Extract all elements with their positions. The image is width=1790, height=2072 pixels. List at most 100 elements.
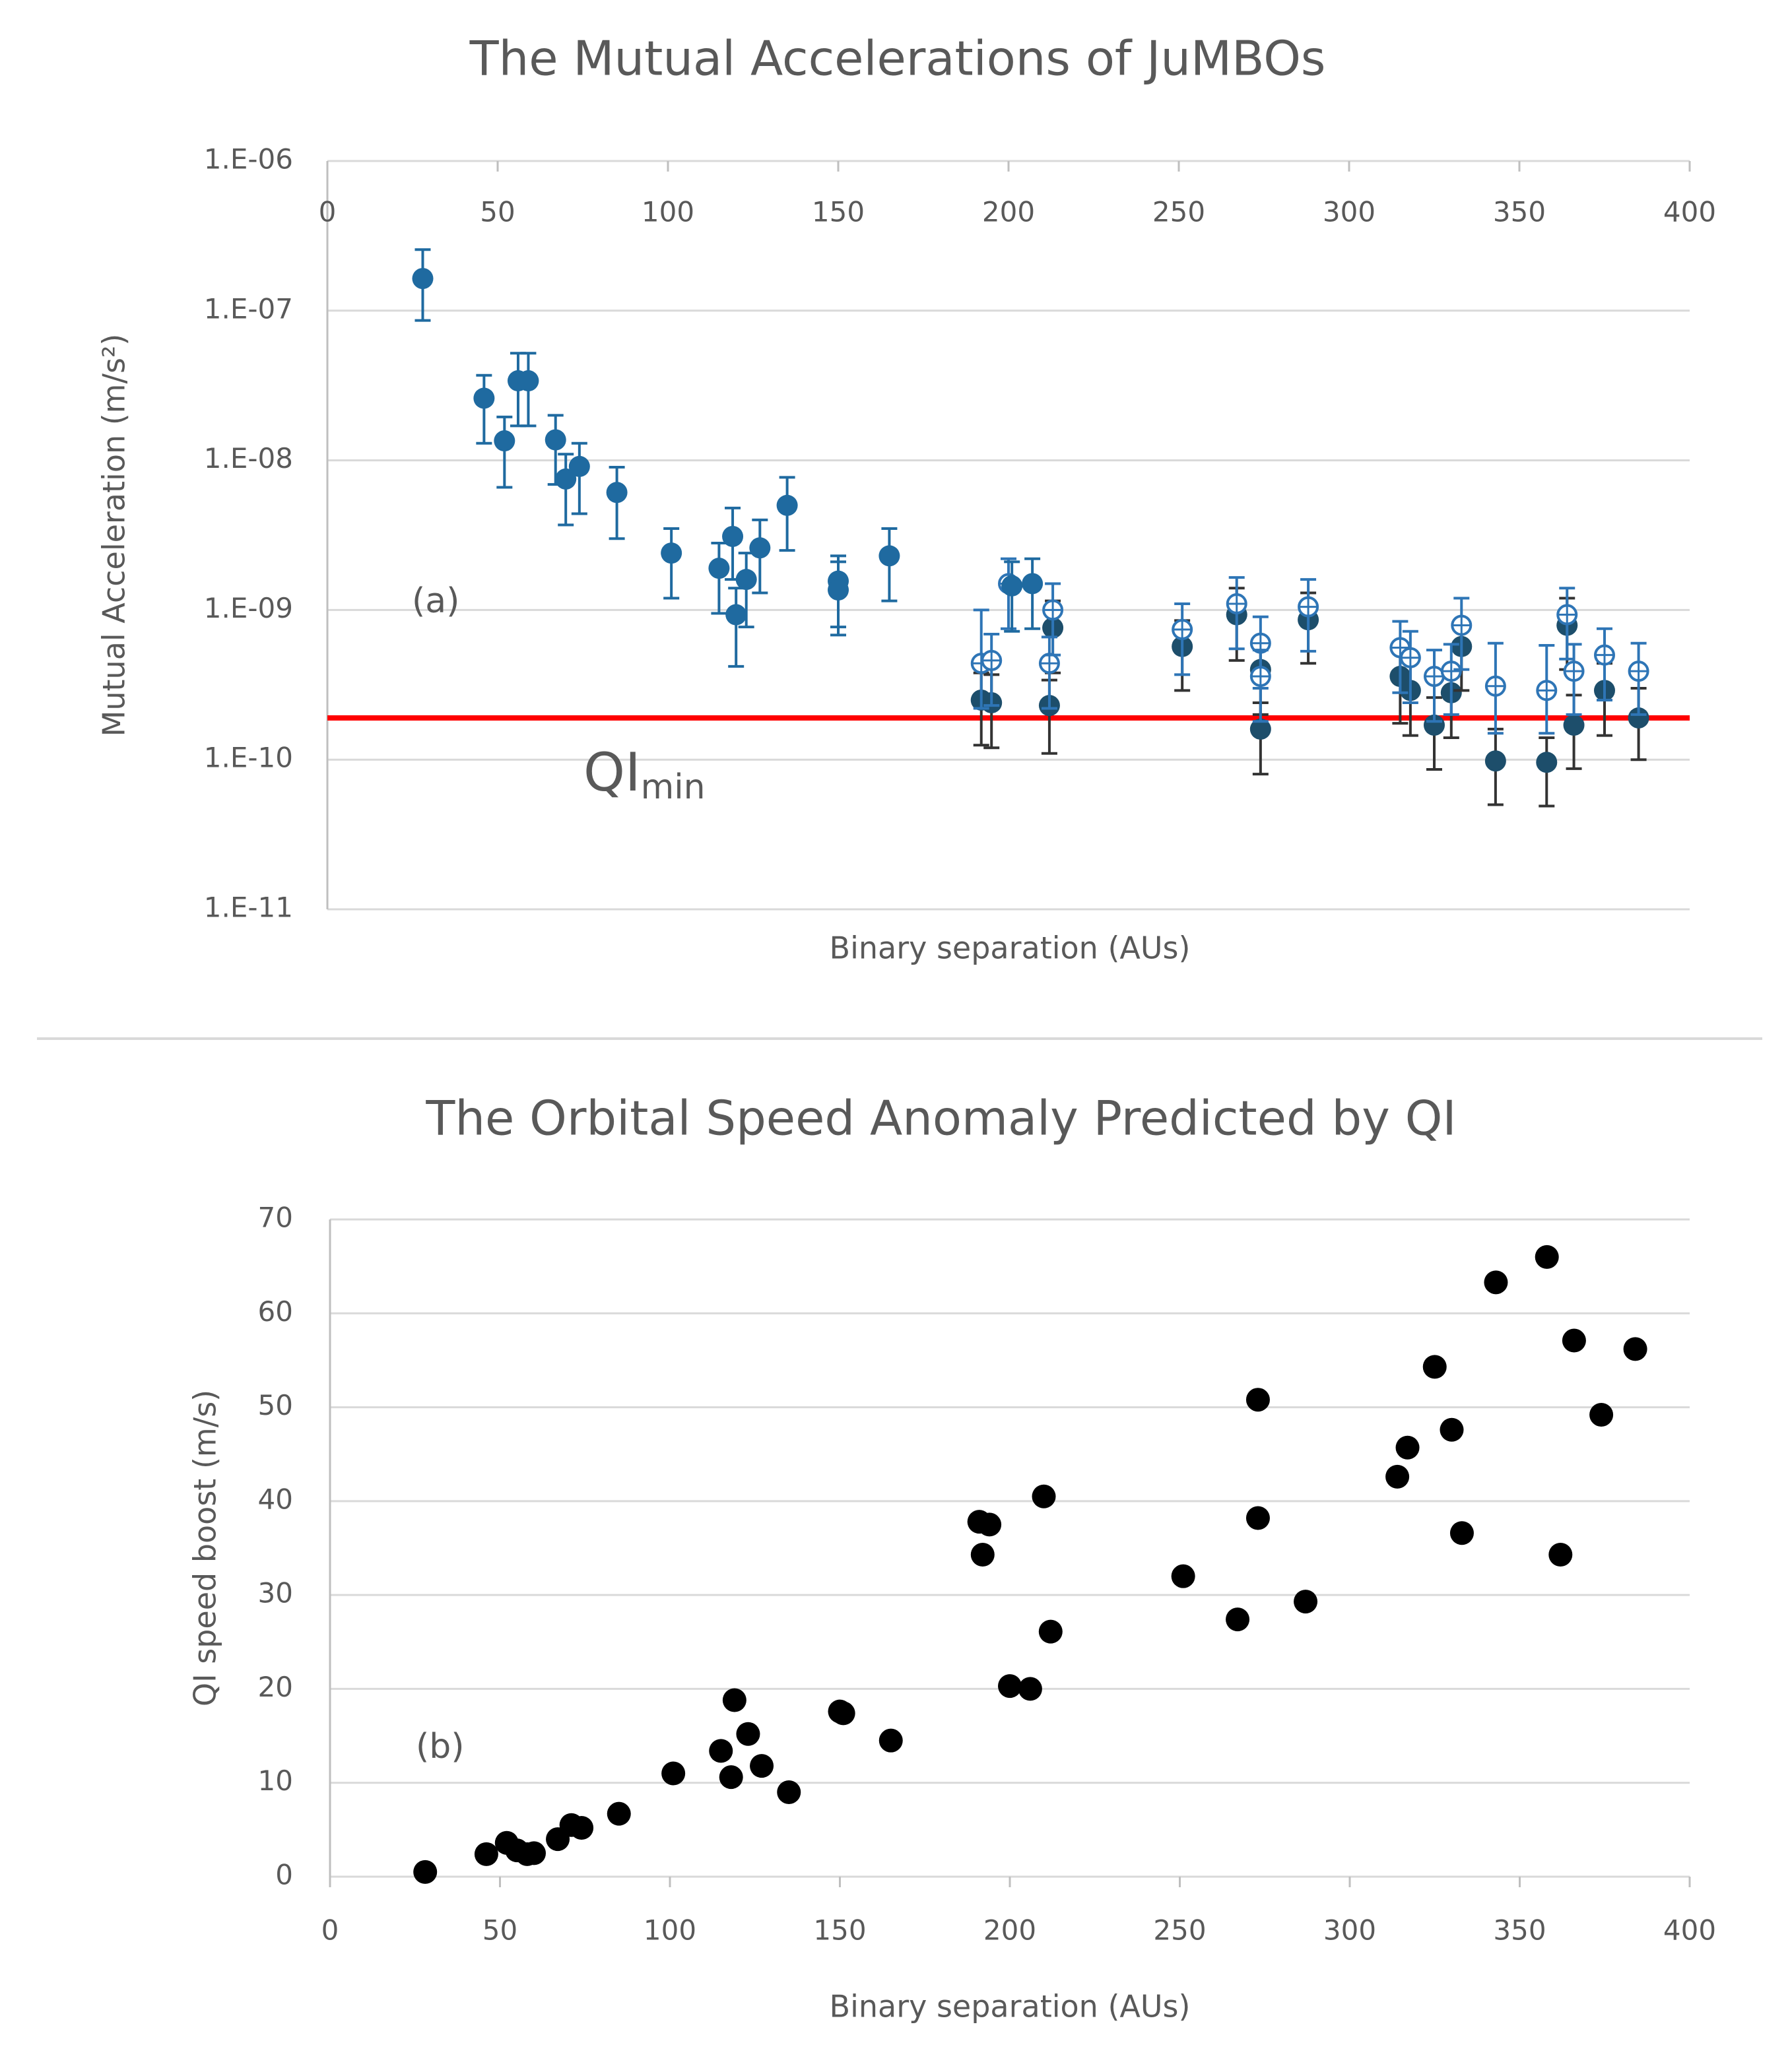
error-bar xyxy=(1004,560,1020,633)
x-tick-label: 50 xyxy=(482,1914,517,1947)
point xyxy=(1226,1607,1250,1632)
point xyxy=(1422,1355,1447,1379)
point xyxy=(878,545,900,567)
y-tick-label: 20 xyxy=(258,1671,293,1703)
chart-title: The Mutual Accelerations of JuMBOs xyxy=(469,31,1326,86)
point xyxy=(1395,1435,1420,1460)
point xyxy=(1556,604,1578,626)
point xyxy=(1594,644,1615,666)
x-tick-label: 400 xyxy=(1663,196,1716,228)
x-tick-label: 350 xyxy=(1493,1914,1546,1947)
point xyxy=(736,1722,760,1746)
y-tick-label: 40 xyxy=(258,1483,293,1515)
chart-title: The Orbital Speed Anomaly Predicted by Q… xyxy=(425,1091,1456,1146)
point xyxy=(725,604,747,626)
point xyxy=(661,1761,686,1786)
x-tick-label: 250 xyxy=(1152,196,1205,228)
point xyxy=(998,1674,1022,1699)
annotation-text: QI xyxy=(583,742,641,803)
point xyxy=(1385,1464,1410,1489)
point xyxy=(1535,1245,1559,1269)
point xyxy=(776,494,798,516)
x-tick-label: 300 xyxy=(1323,196,1376,228)
point xyxy=(719,1765,743,1790)
point xyxy=(878,1728,903,1753)
point xyxy=(970,1542,995,1567)
x-axis-label: Binary separation (AUs) xyxy=(830,930,1191,966)
point xyxy=(1440,1417,1464,1442)
error-bar xyxy=(476,373,492,445)
point xyxy=(607,1801,631,1826)
point xyxy=(1249,666,1271,688)
point xyxy=(1298,596,1319,618)
point xyxy=(708,558,730,579)
point xyxy=(1628,707,1649,728)
annotation-text: (b) xyxy=(416,1727,465,1766)
y-tick-label: 60 xyxy=(258,1295,293,1328)
point xyxy=(1018,1677,1042,1701)
point xyxy=(1022,573,1044,595)
point xyxy=(1245,1506,1270,1530)
point xyxy=(517,370,539,392)
x-tick-label: 0 xyxy=(321,1914,339,1947)
point xyxy=(709,1739,733,1763)
point xyxy=(1449,1521,1474,1545)
x-tick-label: 300 xyxy=(1323,1914,1376,1947)
y-axis-label: Mutual Acceleration (m/s²) xyxy=(96,334,132,737)
point xyxy=(568,455,590,477)
point xyxy=(1563,661,1585,682)
point xyxy=(606,482,628,503)
point xyxy=(978,1512,1002,1537)
point xyxy=(722,525,744,547)
point xyxy=(1589,1402,1614,1427)
point xyxy=(1249,718,1271,740)
point xyxy=(1226,593,1247,615)
x-tick-label: 400 xyxy=(1663,1914,1716,1947)
y-tick-label: 1.E-09 xyxy=(204,592,293,624)
point xyxy=(1440,661,1462,682)
point xyxy=(1172,619,1193,641)
point xyxy=(1424,714,1445,736)
annotation-subscript: min xyxy=(641,767,706,807)
point xyxy=(413,1860,438,1884)
point xyxy=(473,387,495,409)
point xyxy=(1399,647,1421,668)
y-tick-label: 1.E-06 xyxy=(204,143,293,176)
y-tick-label: 30 xyxy=(258,1577,293,1609)
point xyxy=(1484,750,1506,772)
x-tick-label: 200 xyxy=(982,196,1035,228)
annotation: QImin xyxy=(583,742,706,807)
point xyxy=(1245,1388,1270,1412)
x-tick-label: 150 xyxy=(812,196,865,228)
point xyxy=(828,579,849,601)
y-tick-label: 50 xyxy=(258,1389,293,1421)
point xyxy=(749,537,771,559)
y-tick-label: 0 xyxy=(275,1859,293,1891)
error-bar xyxy=(571,441,587,515)
point xyxy=(1563,714,1585,736)
point xyxy=(981,649,1003,671)
point xyxy=(722,1688,746,1712)
point xyxy=(522,1841,546,1865)
x-tick-label: 100 xyxy=(644,1914,696,1947)
point xyxy=(1424,666,1445,688)
point xyxy=(1171,1564,1195,1588)
annotation-text: (a) xyxy=(412,581,459,621)
point xyxy=(1038,1619,1063,1644)
point xyxy=(545,429,566,451)
point xyxy=(494,430,515,452)
point xyxy=(1001,575,1023,597)
x-tick-label: 50 xyxy=(480,196,515,228)
point xyxy=(1623,1337,1647,1361)
point xyxy=(750,1754,774,1778)
point xyxy=(1628,661,1649,682)
point xyxy=(1484,675,1506,697)
x-tick-label: 150 xyxy=(813,1914,866,1947)
y-tick-label: 1.E-08 xyxy=(204,442,293,474)
x-tick-label: 350 xyxy=(1493,196,1546,228)
x-axis-label: Binary separation (AUs) xyxy=(830,1989,1191,2024)
point xyxy=(1536,680,1558,701)
point xyxy=(735,569,757,591)
point xyxy=(1562,1328,1586,1353)
